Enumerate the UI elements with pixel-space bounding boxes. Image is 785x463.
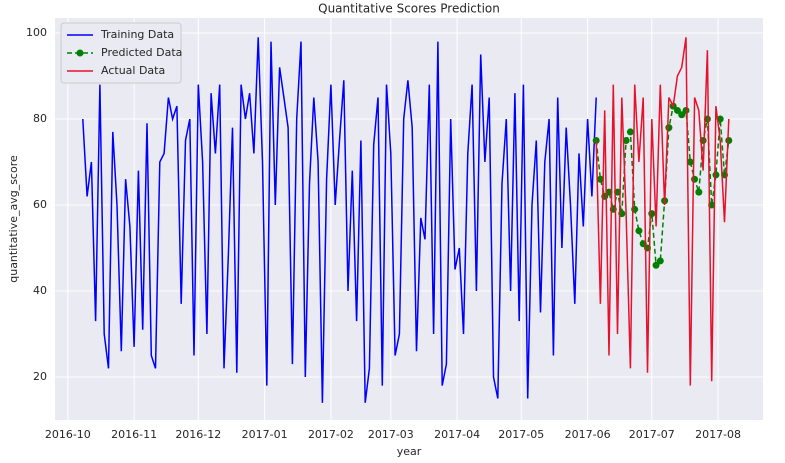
x-tick-label: 2017-01 [242, 428, 288, 441]
x-tick-label: 2016-10 [45, 428, 91, 441]
point [596, 175, 604, 183]
legend-label: Training Data [100, 28, 174, 41]
y-tick-label: 100 [26, 26, 47, 39]
x-tick-label: 2017-08 [695, 428, 741, 441]
point [635, 227, 643, 235]
point [695, 188, 703, 196]
legend: Training Data Predicted Data Actual Data [60, 22, 182, 84]
y-tick-label: 20 [33, 370, 47, 383]
series-line [595, 37, 730, 386]
x-tick-label: 2016-12 [175, 428, 221, 441]
y-axis-label: quantitative_avg_score [7, 155, 20, 283]
legend-box [60, 22, 182, 84]
point [605, 188, 613, 196]
y-tick-label: 60 [33, 198, 47, 211]
legend-marker [76, 49, 84, 57]
point [712, 171, 720, 179]
series-line [595, 104, 730, 267]
x-axis-label: year [397, 445, 422, 458]
y-tick-label: 80 [33, 112, 47, 125]
point [652, 261, 660, 269]
series-line [82, 37, 597, 403]
point [622, 137, 630, 145]
marks [82, 37, 733, 403]
point [686, 158, 694, 166]
x-tick-label: 2017-02 [308, 428, 354, 441]
x-tick-label: 2016-11 [111, 428, 157, 441]
x-tick-label: 2017-05 [498, 428, 544, 441]
x-tick-label: 2017-03 [368, 428, 414, 441]
legend-label: Predicted Data [101, 46, 182, 59]
point [648, 210, 656, 218]
legend-label: Actual Data [101, 64, 165, 77]
point [725, 137, 733, 145]
point [656, 257, 664, 265]
point [678, 111, 686, 119]
point [691, 175, 699, 183]
x-tick-label: 2017-06 [565, 428, 611, 441]
x-tick-label: 2017-04 [434, 428, 480, 441]
point [626, 128, 634, 136]
y-tick-label: 40 [33, 284, 47, 297]
point [682, 106, 690, 114]
point [673, 106, 681, 114]
point [665, 124, 673, 132]
x-tick-label: 2017-07 [629, 428, 675, 441]
chart-title: Quantitative Scores Prediction [318, 2, 500, 16]
